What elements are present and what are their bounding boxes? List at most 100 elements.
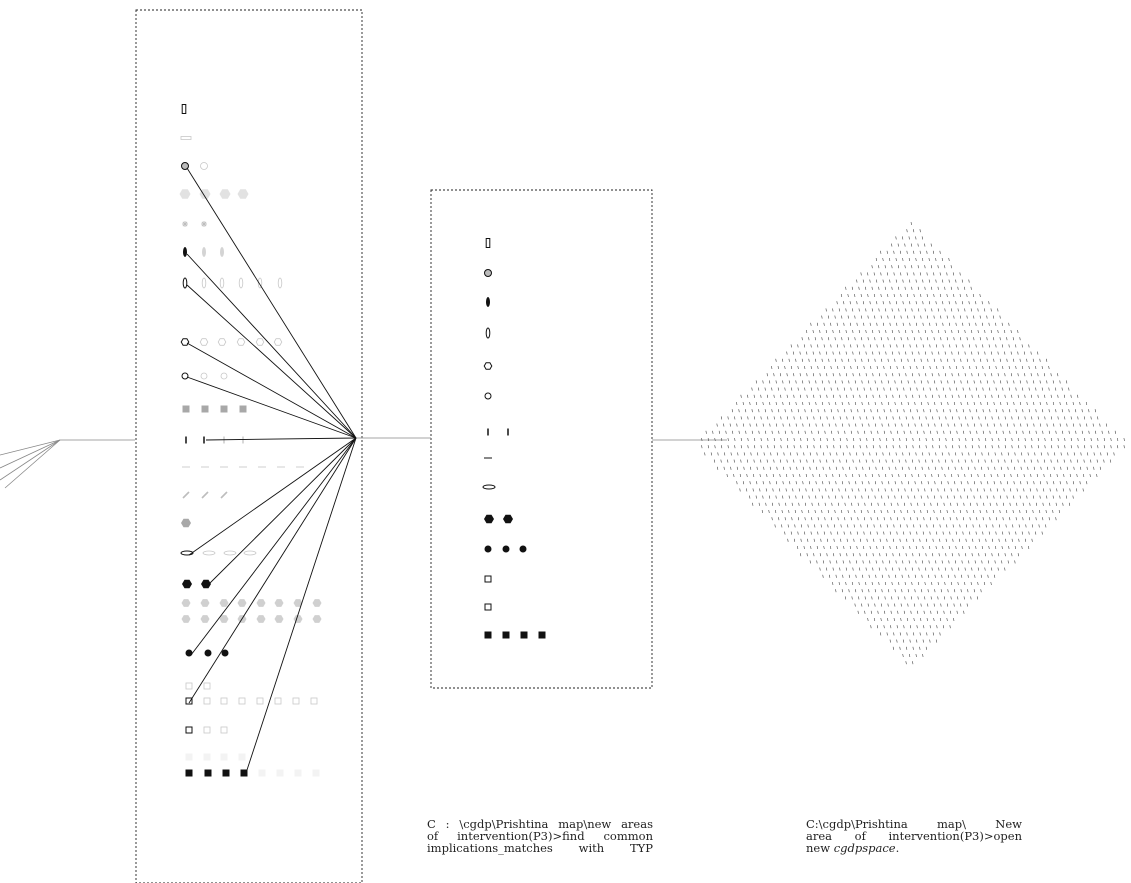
diamond-stroke [956, 387, 958, 391]
diamond-stroke [956, 517, 958, 521]
diamond-stroke [854, 603, 856, 607]
diamond-stroke [885, 351, 887, 355]
diamond-stroke [1089, 473, 1091, 478]
matched-symbols [482, 238, 546, 639]
diamond-stroke [946, 617, 948, 622]
diamond-stroke [993, 495, 995, 499]
diamond-stroke [819, 567, 821, 571]
diamond-stroke [958, 394, 960, 398]
diamond-stroke [817, 387, 819, 391]
diamond-stroke [784, 409, 786, 413]
diamond-stroke [832, 308, 834, 312]
diamond-stroke [903, 517, 905, 521]
diamond-stroke [850, 517, 852, 521]
diamond-stroke [854, 315, 856, 319]
diamond-stroke [743, 466, 745, 470]
diamond-stroke [1072, 401, 1074, 406]
diamond-stroke [918, 373, 920, 377]
diamond-stroke [871, 596, 873, 600]
diamond-stroke [885, 473, 887, 478]
diamond-stroke [979, 524, 981, 528]
diamond-stroke [769, 466, 771, 470]
diamond-stroke [991, 394, 993, 398]
diamond-stroke [1002, 502, 1005, 506]
diamond-stroke [818, 488, 820, 492]
diamond-stroke [778, 430, 780, 434]
diamond-stroke [940, 315, 942, 319]
diamond-stroke [986, 337, 988, 341]
diamond-stroke [938, 445, 940, 449]
diamond-stroke [959, 524, 961, 528]
diamond-stroke [864, 430, 866, 434]
diamond-stroke [928, 452, 930, 456]
diamond-stroke [944, 286, 946, 290]
diamond-stroke [953, 337, 955, 341]
diamond-stroke [1010, 351, 1012, 355]
diamond-stroke [1046, 380, 1048, 384]
symbol-row [180, 550, 257, 556]
diamond-stroke [795, 358, 797, 362]
diamond-stroke [1072, 481, 1075, 485]
diamond-stroke [895, 560, 897, 564]
diamond-stroke [890, 387, 892, 391]
diamond-stroke [1050, 416, 1053, 420]
diamond-stroke [892, 445, 894, 449]
diamond-stroke [833, 524, 836, 528]
diamond-stroke [1084, 445, 1086, 449]
diamond-stroke [846, 538, 848, 542]
caption-line: new cgdpspace. [806, 842, 1022, 854]
diamond-stroke [887, 315, 889, 319]
diamond-stroke [904, 308, 906, 312]
diamond-stroke [812, 373, 815, 377]
diamond-stroke [973, 401, 975, 406]
diamond-stroke [777, 365, 779, 370]
diamond-stroke [1051, 437, 1053, 442]
diamond-stroke [786, 351, 788, 355]
diamond-stroke [890, 610, 892, 614]
diamond-stroke [974, 466, 976, 470]
diamond-stroke [915, 301, 917, 305]
diamond-stroke [893, 315, 896, 319]
diamond-stroke [916, 365, 918, 370]
diamond-stroke [846, 445, 848, 449]
open-hexagon-icon [180, 338, 190, 346]
diamond-stroke [965, 553, 967, 557]
diamond-stroke [856, 301, 858, 305]
diamond-stroke [746, 473, 748, 478]
diamond-stroke [793, 459, 795, 463]
diamond-stroke [986, 380, 988, 384]
diamond-stroke [999, 315, 1001, 319]
diamond-stroke [724, 452, 726, 456]
diamond-stroke [951, 329, 953, 334]
diamond-stroke [1077, 445, 1079, 449]
diamond-stroke [926, 315, 929, 319]
diamond-stroke [985, 437, 987, 442]
diamond-stroke [998, 553, 1000, 557]
diamond-stroke [1054, 452, 1056, 456]
diamond-stroke [785, 488, 787, 492]
diamond-stroke [800, 538, 802, 542]
diamond-stroke [1024, 394, 1026, 398]
diamond-stroke [935, 545, 937, 550]
diamond-stroke [932, 445, 934, 449]
diamond-stroke [857, 387, 859, 391]
diamond-stroke [729, 423, 731, 427]
diamond-stroke [943, 409, 945, 413]
diamond-stroke [852, 567, 854, 571]
diamond-stroke [1018, 538, 1020, 542]
diamond-stroke [854, 337, 856, 341]
diamond-stroke [874, 589, 876, 593]
diamond-stroke [923, 517, 925, 521]
diamond-stroke [921, 481, 923, 485]
diamond-stroke [991, 553, 993, 557]
diamond-stroke [934, 401, 936, 406]
diamond-stroke [839, 394, 841, 398]
grey-dot-icon [293, 615, 303, 623]
diamond-stroke [815, 380, 817, 384]
diamond-stroke [806, 459, 808, 463]
diamond-stroke [902, 545, 904, 550]
diamond-stroke [917, 596, 919, 600]
diamond-stroke [921, 236, 923, 240]
diamond-stroke [1050, 394, 1052, 398]
diamond-stroke [1044, 394, 1046, 398]
